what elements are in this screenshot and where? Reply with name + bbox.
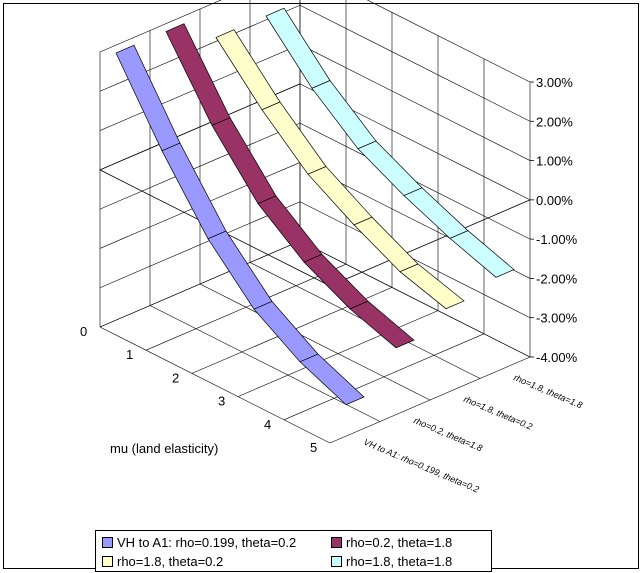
z-axis: -4.00% -3.00% -2.00% -1.00% 0.00% 1.00% 2.00% 3… (530, 75, 578, 365)
z-tick-label: -1.00% (536, 232, 578, 247)
legend-swatch-series-4 (331, 556, 342, 567)
z-tick-label: 1.00% (536, 154, 573, 169)
x-tick-label: 4 (264, 417, 271, 432)
series-3-segment (354, 217, 418, 272)
legend-item-series-4: rho=1.8, theta=1.8 (331, 554, 452, 569)
legend: VH to A1: rho=0.199, theta=0.2 rho=0.2, … (95, 530, 492, 572)
legend-label-series-3: rho=1.8, theta=0.2 (117, 554, 223, 569)
series-1-segment (162, 143, 226, 239)
x-tick-label: 2 (172, 370, 179, 385)
series-4-segment (266, 8, 330, 88)
depth-label-3: rho=1.8, theta=0.2 (462, 394, 534, 432)
series-2-segment (304, 254, 368, 309)
legend-item-series-3: rho=1.8, theta=0.2 (102, 554, 223, 569)
depth-label-2: rho=0.2, theta=1.8 (412, 415, 484, 453)
series-1-segment (208, 231, 272, 309)
legend-swatch-series-2 (331, 537, 342, 548)
legend-item-series-2: rho=0.2, theta=1.8 (331, 535, 452, 550)
x-axis: 0 1 2 3 4 5 mu (land elasticity) (80, 324, 317, 456)
series-3-segment (308, 167, 372, 225)
legend-item-series-1: VH to A1: rho=0.199, theta=0.2 (102, 535, 296, 550)
series-2-segment (212, 118, 276, 204)
legend-swatch-series-3 (102, 556, 113, 567)
x-tick-label: 1 (126, 347, 133, 362)
back-wall-gridline (300, 0, 530, 82)
x-tick-label: 5 (310, 440, 317, 455)
series-2-segment (350, 301, 414, 348)
legend-label-series-1: VH to A1: rho=0.199, theta=0.2 (117, 535, 296, 550)
series-4-segment (358, 141, 422, 196)
series-1-segment (254, 301, 318, 361)
z-tick-label: 0.00% (536, 193, 573, 208)
series-3-segment (262, 102, 326, 174)
z-tick-label: -2.00% (536, 271, 578, 286)
chart-series (116, 8, 514, 405)
legend-label-series-2: rho=0.2, theta=1.8 (346, 535, 452, 550)
x-tick-label: 3 (218, 394, 225, 409)
z-tick-label: 3.00% (536, 75, 573, 90)
series-ribbon-2 (166, 24, 414, 348)
series-4-segment (450, 231, 514, 278)
legend-swatch-series-1 (102, 537, 113, 548)
legend-label-series-4: rho=1.8, theta=1.8 (346, 554, 452, 569)
x-tick-label: 0 (80, 324, 87, 339)
series-3-segment (400, 264, 464, 309)
x-axis-title: mu (land elasticity) (110, 441, 218, 456)
depth-label-4: rho=1.8, theta=1.8 (512, 372, 584, 410)
z-tick-label: -3.00% (536, 311, 578, 326)
series-4-segment (312, 81, 376, 149)
z-tick-label: -4.00% (536, 350, 578, 365)
series-3-segment (216, 30, 280, 110)
z-tick-label: 2.00% (536, 114, 573, 129)
